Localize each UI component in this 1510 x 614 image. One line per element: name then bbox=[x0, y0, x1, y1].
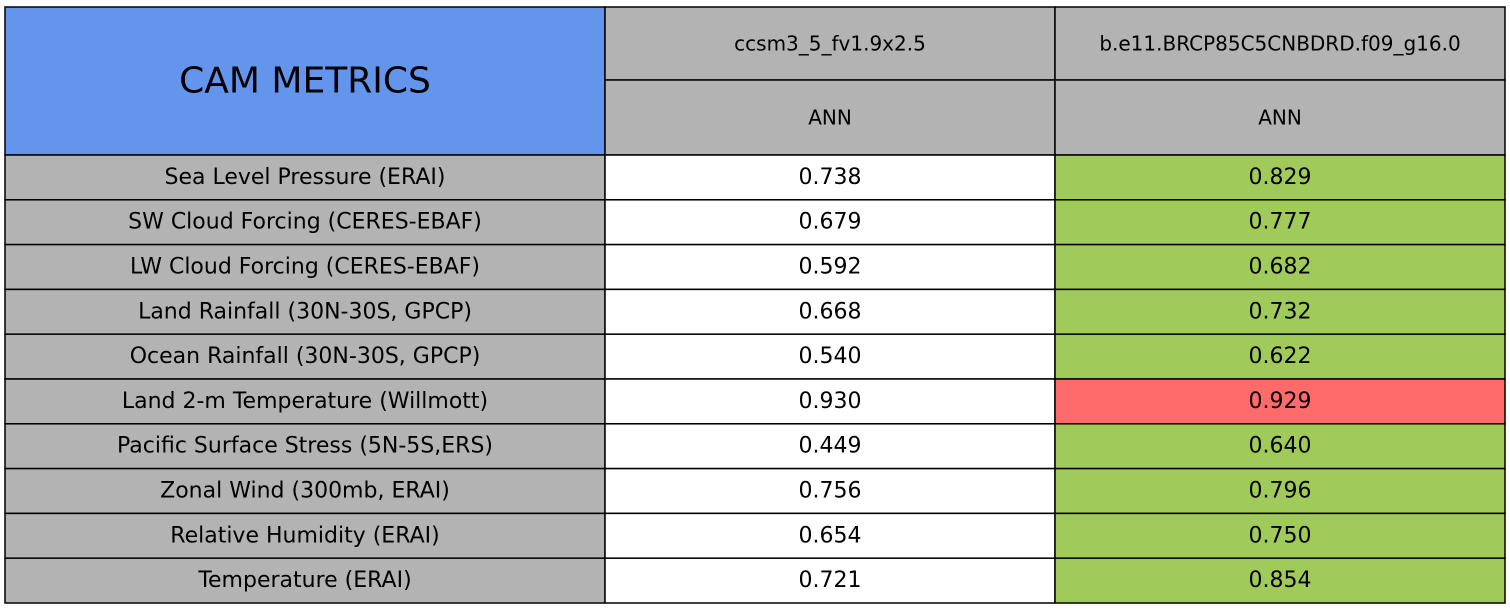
table-title: CAM METRICS bbox=[179, 61, 431, 102]
metric-value: 0.732 bbox=[1249, 299, 1312, 324]
metric-value: 0.540 bbox=[799, 344, 862, 369]
row-label: Ocean Rainfall (30N-30S, GPCP) bbox=[130, 344, 481, 369]
row-label: Temperature (ERAI) bbox=[197, 568, 411, 593]
metric-value: 0.738 bbox=[799, 165, 862, 190]
metric-value: 0.679 bbox=[799, 210, 862, 235]
metric-value: 0.640 bbox=[1249, 434, 1312, 459]
metric-value: 0.854 bbox=[1249, 568, 1312, 593]
column-header-cell bbox=[1054, 6, 1506, 81]
row-label: Land 2-m Temperature (Willmott) bbox=[122, 389, 488, 414]
value-cell bbox=[604, 288, 1056, 335]
value-cell bbox=[604, 557, 1056, 604]
value-cell bbox=[1054, 467, 1506, 515]
value-cell bbox=[604, 333, 1056, 380]
row-label-cell bbox=[4, 333, 606, 380]
metric-value: 0.756 bbox=[799, 479, 862, 504]
row-label-cell bbox=[4, 154, 606, 201]
metric-value: 0.721 bbox=[799, 568, 862, 593]
value-cell bbox=[1054, 557, 1506, 604]
value-cell bbox=[604, 378, 1056, 425]
row-label: LW Cloud Forcing (CERES-EBAF) bbox=[130, 255, 480, 280]
row-label: Pacific Surface Stress (5N-5S,ERS) bbox=[117, 434, 493, 459]
value-cell bbox=[604, 467, 1056, 515]
metric-value: 0.654 bbox=[799, 523, 862, 548]
value-cell bbox=[1054, 288, 1506, 335]
metric-value: 0.777 bbox=[1249, 210, 1312, 235]
value-cell bbox=[1054, 243, 1506, 291]
value-cell bbox=[604, 423, 1056, 470]
value-cell bbox=[1054, 199, 1506, 246]
metric-value: 0.930 bbox=[799, 389, 862, 414]
row-label: Zonal Wind (300mb, ERAI) bbox=[160, 479, 450, 504]
metric-value: 0.682 bbox=[1249, 255, 1312, 280]
value-cell bbox=[604, 512, 1056, 559]
row-label-cell bbox=[4, 243, 606, 291]
column-header-cell bbox=[604, 6, 1056, 81]
column-period: ANN bbox=[1258, 106, 1302, 130]
metric-value: 0.449 bbox=[799, 434, 862, 459]
row-label-cell bbox=[4, 467, 606, 515]
value-cell bbox=[1054, 378, 1506, 425]
value-cell bbox=[1054, 154, 1506, 201]
column-name: b.e11.BRCP85C5CNBDRD.f09_g16.0 bbox=[1099, 32, 1460, 56]
title-cell bbox=[4, 6, 606, 156]
metric-value: 0.796 bbox=[1249, 479, 1312, 504]
period-header-cell bbox=[1054, 79, 1506, 156]
value-cell bbox=[1054, 423, 1506, 470]
period-header-cell bbox=[604, 79, 1056, 156]
metric-value: 0.592 bbox=[799, 255, 862, 280]
row-label: Sea Level Pressure (ERAI) bbox=[165, 165, 446, 190]
row-label: SW Cloud Forcing (CERES-EBAF) bbox=[128, 210, 482, 235]
value-cell bbox=[604, 199, 1056, 246]
metric-value: 0.829 bbox=[1249, 165, 1312, 190]
row-label-cell bbox=[4, 378, 606, 425]
column-period: ANN bbox=[808, 106, 852, 130]
row-label: Land Rainfall (30N-30S, GPCP) bbox=[138, 299, 472, 324]
metric-value: 0.929 bbox=[1249, 389, 1312, 414]
column-name: ccsm3_5_fv1.9x2.5 bbox=[734, 32, 926, 56]
metric-value: 0.750 bbox=[1249, 523, 1312, 548]
row-label: Relative Humidity (ERAI) bbox=[170, 523, 439, 548]
value-cell bbox=[1054, 333, 1506, 380]
metric-value: 0.622 bbox=[1249, 344, 1312, 369]
metric-value: 0.668 bbox=[799, 299, 862, 324]
